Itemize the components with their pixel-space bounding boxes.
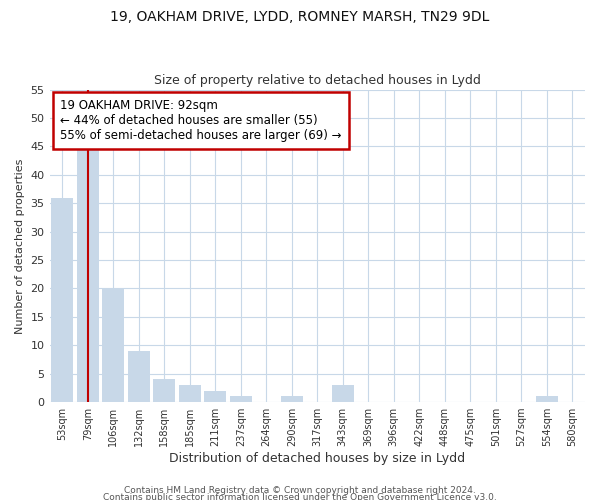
Bar — [230, 396, 251, 402]
Bar — [205, 390, 226, 402]
X-axis label: Distribution of detached houses by size in Lydd: Distribution of detached houses by size … — [169, 452, 466, 465]
Bar — [536, 396, 557, 402]
Bar — [103, 288, 124, 402]
Bar — [52, 198, 73, 402]
Text: Contains HM Land Registry data © Crown copyright and database right 2024.: Contains HM Land Registry data © Crown c… — [124, 486, 476, 495]
Bar — [332, 385, 353, 402]
Text: 19 OAKHAM DRIVE: 92sqm
← 44% of detached houses are smaller (55)
55% of semi-det: 19 OAKHAM DRIVE: 92sqm ← 44% of detached… — [60, 99, 342, 142]
Bar — [77, 146, 98, 402]
Text: Contains public sector information licensed under the Open Government Licence v3: Contains public sector information licen… — [103, 494, 497, 500]
Title: Size of property relative to detached houses in Lydd: Size of property relative to detached ho… — [154, 74, 481, 87]
Bar — [154, 380, 175, 402]
Bar — [179, 385, 200, 402]
Y-axis label: Number of detached properties: Number of detached properties — [15, 158, 25, 334]
Bar — [281, 396, 302, 402]
Text: 19, OAKHAM DRIVE, LYDD, ROMNEY MARSH, TN29 9DL: 19, OAKHAM DRIVE, LYDD, ROMNEY MARSH, TN… — [110, 10, 490, 24]
Bar — [128, 351, 149, 402]
